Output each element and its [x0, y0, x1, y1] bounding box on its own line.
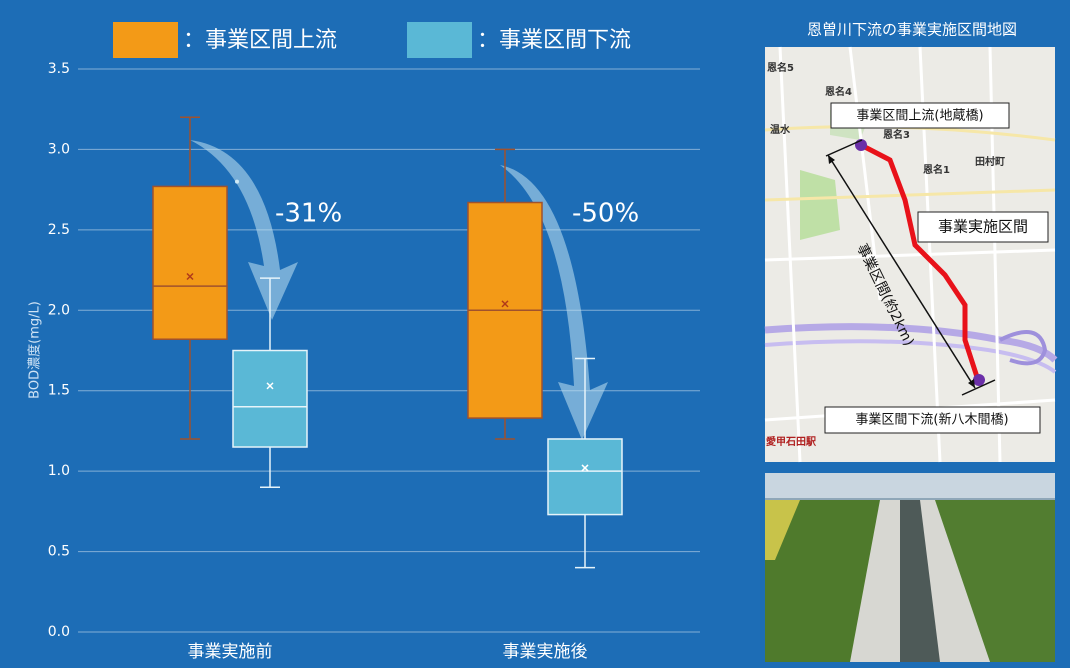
box	[547, 438, 623, 516]
map-title: 恩曽川下流の事業実施区間地図	[807, 21, 1017, 39]
legend-swatch	[113, 22, 178, 58]
y-tick-label: 3.5	[48, 61, 70, 77]
x-tick-label: 事業実施前	[188, 642, 273, 662]
place-name: 恩名5	[767, 61, 794, 74]
map-label: 事業区間上流(地蔵橋)	[856, 108, 983, 124]
legend-label: ：事業区間下流	[477, 28, 631, 53]
place-name: 温水	[770, 123, 791, 136]
y-tick-label: 0.5	[48, 544, 70, 560]
annotation: -31%	[275, 199, 342, 229]
place-name: 愛甲石田駅	[766, 435, 817, 448]
mean-marker	[581, 464, 589, 472]
y-tick-label: 3.0	[48, 141, 70, 157]
mean-marker	[186, 272, 194, 281]
legend-label: ：事業区間上流	[183, 28, 337, 53]
outlier	[235, 179, 239, 184]
y-tick-label: 2.5	[48, 222, 70, 238]
place-name: 恩名1	[923, 163, 950, 176]
box	[232, 349, 308, 448]
x-tick-label: 事業実施後	[503, 642, 588, 662]
map: 恩名5 恩名4 恩名3 恩名1 温水 田村町 愛甲石田駅 事業区間上流(地蔵橋)…	[764, 46, 1058, 463]
annotation: -50%	[572, 199, 639, 229]
legend-swatch	[407, 22, 472, 58]
trend-arrow	[500, 165, 608, 440]
y-tick-label: 0.0	[48, 624, 70, 640]
box-chart: 0.0 0.5 1.0 1.5 2.0 2.5 3.0 3.5 BOD濃度(mg/L) -31…	[27, 22, 700, 662]
trend-arrow	[190, 140, 298, 320]
place-name: 田村町	[975, 155, 1005, 168]
mean-marker	[266, 382, 274, 390]
river-photo	[765, 473, 1055, 662]
mean-marker	[501, 300, 509, 308]
box	[152, 185, 228, 340]
y-tick-label: 1.5	[48, 383, 70, 399]
place-name: 恩名3	[883, 128, 910, 141]
place-name: 恩名4	[825, 85, 852, 98]
y-tick-label: 2.0	[48, 302, 70, 318]
y-tick-label: 1.0	[48, 463, 70, 479]
map-label: 事業区間下流(新八木間橋)	[855, 412, 1008, 428]
y-axis-label: BOD濃度(mg/L)	[27, 301, 43, 399]
map-label: 事業実施区間	[938, 218, 1028, 236]
